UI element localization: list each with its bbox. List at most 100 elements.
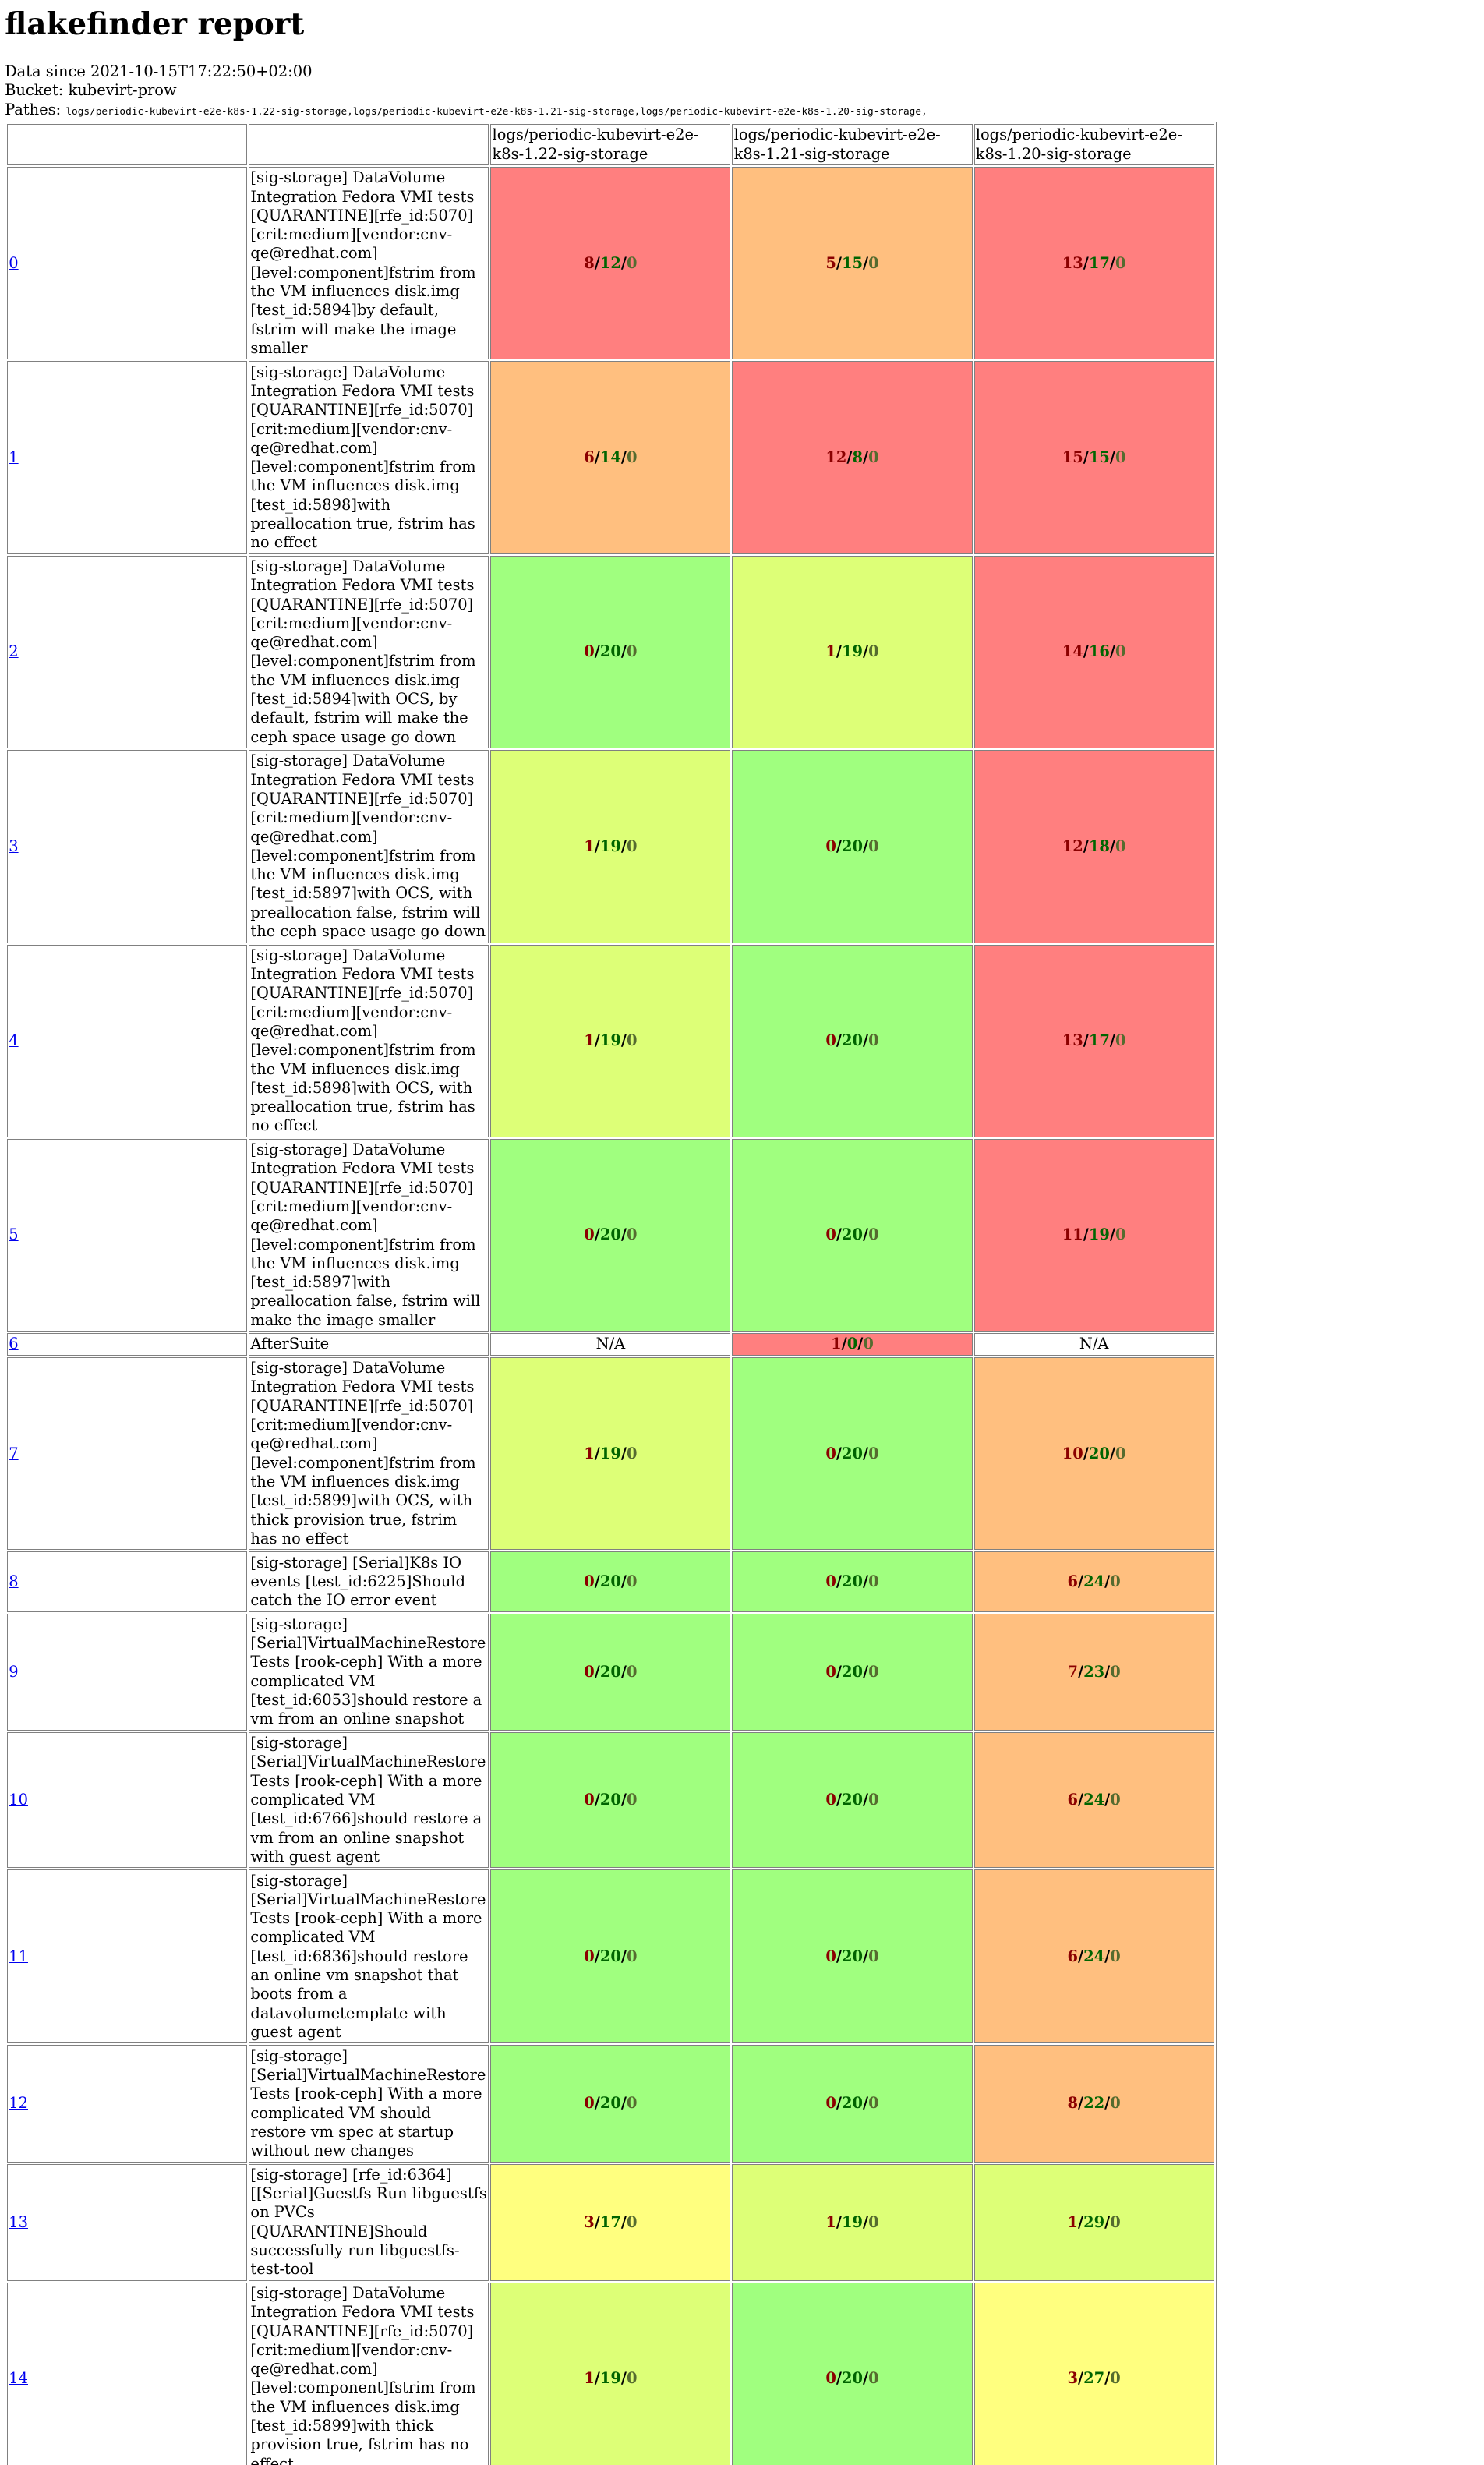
header-column-3: logs/periodic-kubevirt-e2e-k8s-1.20-sig-… (973, 124, 1214, 166)
row-index-link[interactable]: 9 (9, 1662, 19, 1681)
succeeded-count: 20 (841, 1031, 864, 1050)
row-index-link[interactable]: 13 (9, 2212, 28, 2231)
row-index-link[interactable]: 4 (9, 1031, 19, 1050)
failed-count: 0 (825, 1444, 836, 1462)
succeeded-count: 0 (846, 1335, 858, 1353)
skipped-count: 0 (868, 1031, 879, 1050)
result-cell: 0/20/0 (490, 1613, 731, 1731)
row-index-link[interactable]: 12 (9, 2094, 28, 2113)
failed-count: 1 (584, 1444, 595, 1462)
succeeded-count: 19 (841, 2212, 864, 2231)
failed-count: 1 (831, 1335, 842, 1353)
skipped-count: 0 (626, 642, 638, 661)
failed-count: 5 (825, 253, 836, 272)
skipped-count: 0 (1110, 1572, 1121, 1590)
result-cell: N/A (973, 1333, 1214, 1356)
separator: / (863, 1947, 869, 1965)
row-index-link[interactable]: 8 (9, 1572, 19, 1590)
separator: / (1109, 642, 1116, 661)
skipped-count: 0 (868, 2094, 879, 2113)
result-cell: 0/20/0 (490, 555, 731, 749)
result-cell: 0/20/0 (490, 1551, 731, 1612)
row-index-cell: 12 (7, 2045, 248, 2163)
separator: / (594, 1031, 600, 1050)
succeeded-count: 20 (599, 1947, 621, 1965)
separator: / (1078, 1790, 1084, 1809)
separator: / (594, 836, 600, 855)
failed-count: 12 (1062, 836, 1083, 855)
results-table: logs/periodic-kubevirt-e2e-k8s-1.22-sig-… (5, 122, 1217, 2465)
succeeded-count: 20 (599, 2094, 621, 2113)
skipped-count: 0 (868, 253, 879, 272)
skipped-count: 0 (1115, 836, 1126, 855)
result-cell: 1/29/0 (973, 2163, 1214, 2281)
succeeded-count: 22 (1083, 2094, 1105, 2113)
skipped-count: 0 (1115, 447, 1126, 466)
failed-count: 0 (825, 2369, 836, 2388)
pathes-label: Pathes: (5, 100, 62, 118)
header-index-cell (7, 124, 248, 166)
table-row: 3 [sig-storage] DataVolume Integration Fe… (7, 750, 1214, 943)
table-row: 13 [sig-storage] [rfe_id:6364][[Serial]Gu… (7, 2163, 1214, 2281)
row-index-cell: 4 (7, 944, 248, 1137)
skipped-count: 0 (1110, 1790, 1121, 1809)
separator: / (1104, 2094, 1111, 2113)
row-index-link[interactable]: 11 (9, 1947, 28, 1965)
table-row: 11 [sig-storage] [Serial]VirtualMachineRe… (7, 1869, 1214, 2044)
separator: / (620, 1662, 627, 1681)
row-index-link[interactable]: 5 (9, 1225, 19, 1244)
row-index-link[interactable]: 14 (9, 2369, 28, 2388)
separator: / (1078, 2369, 1084, 2388)
skipped-count: 0 (863, 1335, 874, 1353)
test-name-cell: [sig-storage] [Serial]VirtualMachineRest… (249, 2045, 489, 2163)
result-cell: 6/24/0 (973, 1869, 1214, 2044)
separator: / (841, 1335, 847, 1353)
failed-count: 13 (1062, 253, 1083, 272)
separator: / (1083, 836, 1089, 855)
row-index-link[interactable]: 6 (9, 1335, 19, 1353)
result-cell: 6/14/0 (490, 361, 731, 554)
failed-count: 3 (584, 2212, 595, 2231)
failed-count: 1 (584, 1031, 595, 1050)
row-index-link[interactable]: 1 (9, 447, 19, 466)
failed-count: 0 (584, 2094, 595, 2113)
result-cell: 0/20/0 (490, 1138, 731, 1332)
failed-count: 15 (1062, 447, 1083, 466)
row-index-link[interactable]: 3 (9, 836, 19, 855)
result-cell: 7/23/0 (973, 1613, 1214, 1731)
row-index-link[interactable]: 7 (9, 1444, 19, 1462)
succeeded-count: 15 (841, 253, 864, 272)
pathes-value: logs/periodic-kubevirt-e2e-k8s-1.22-sig-… (65, 105, 928, 118)
result-cell: 0/20/0 (732, 2045, 973, 2163)
skipped-count: 0 (626, 1031, 638, 1050)
succeeded-count: 29 (1083, 2212, 1105, 2231)
succeeded-count: 24 (1083, 1790, 1105, 1809)
result-cell: 1/19/0 (490, 944, 731, 1137)
result-cell: 13/17/0 (973, 944, 1214, 1137)
failed-count: 0 (825, 1572, 836, 1590)
separator: / (620, 1790, 627, 1809)
separator: / (594, 2094, 600, 2113)
result-cell: 0/20/0 (732, 750, 973, 943)
failed-count: 8 (584, 253, 595, 272)
separator: / (1109, 253, 1116, 272)
row-index-cell: 1 (7, 361, 248, 554)
row-index-link[interactable]: 10 (9, 1790, 28, 1809)
succeeded-count: 27 (1083, 2369, 1105, 2388)
separator: / (863, 1572, 869, 1590)
result-cell: 0/20/0 (732, 2282, 973, 2465)
separator: / (863, 1444, 869, 1462)
row-index-link[interactable]: 2 (9, 642, 19, 661)
failed-count: 0 (825, 1790, 836, 1809)
skipped-count: 0 (1115, 253, 1126, 272)
separator: / (594, 253, 600, 272)
succeeded-count: 20 (841, 2369, 864, 2388)
row-index-link[interactable]: 0 (9, 253, 19, 272)
table-row: 10 [sig-storage] [Serial]VirtualMachineRe… (7, 1731, 1214, 1869)
separator: / (594, 2212, 600, 2231)
separator: / (863, 447, 869, 466)
failed-count: 0 (584, 1225, 595, 1244)
separator: / (594, 1444, 600, 1462)
failed-count: 1 (825, 2212, 836, 2231)
failed-count: 7 (1067, 1662, 1079, 1681)
